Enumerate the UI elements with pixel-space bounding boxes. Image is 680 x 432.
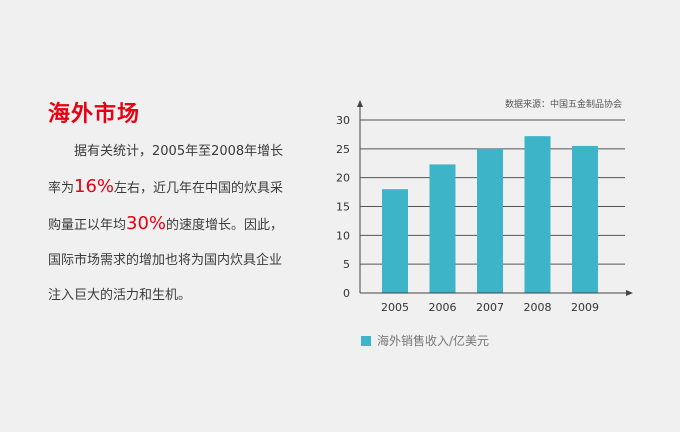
body-line-2: 率为16%左右，近几年在中国的炊具采 [48,169,298,206]
y-axis-arrow [357,100,363,107]
body-line-3: 购量正以年均30%的速度增长。因此， [48,206,298,243]
highlight-growth-rate: 16% [74,176,115,197]
body-text-segment: 左右，近几年在中国的炊具采 [114,181,284,196]
bar-chart: 0 5 10 15 20 25 30 2005 2006 2007 2008 2009 [336,100,633,314]
y-tick-label: 25 [336,143,350,156]
y-tick-label: 10 [336,229,350,242]
y-tick-label: 30 [336,114,350,127]
y-tick-label: 0 [343,287,350,300]
x-tick-label: 2007 [476,301,504,314]
highlight-annual-rate: 30% [126,213,167,234]
body-text-segment: 购量正以年均 [48,218,127,233]
body-paragraph: 据有关统计，2005年至2008年增长 率为16%左右，近几年在中国的炊具采 购… [48,134,298,313]
bar-2006 [429,164,456,293]
body-line-1: 据有关统计，2005年至2008年增长 [74,144,284,159]
legend-label: 海外销售收入/亿美元 [377,334,490,348]
bar-2009 [572,145,598,293]
bar-2008 [524,136,551,293]
y-tick-label: 5 [343,258,350,271]
chart-legend: 海外销售收入/亿美元 [361,332,489,349]
x-tick-label: 2008 [524,301,552,314]
bar-2005 [382,189,408,293]
legend-swatch [361,335,371,346]
body-text-segment: 的速度增长。因此， [166,218,284,233]
page-title: 海外市场 [48,102,141,127]
bar-2007 [477,148,503,293]
x-tick-label: 2009 [571,301,599,314]
body-line-4: 国际市场需求的增加也将为国内炊具企业 [48,253,283,268]
y-tick-label: 15 [336,201,350,214]
body-line-5: 注入巨大的活力和生机。 [48,288,192,303]
chart-source-note: 数据来源：中国五金制品协会 [504,100,622,110]
x-axis-arrow [626,290,633,296]
x-tick-label: 2005 [381,301,409,314]
y-tick-label: 20 [336,172,350,185]
body-text-segment: 率为 [48,181,75,196]
x-tick-label: 2006 [429,301,457,314]
